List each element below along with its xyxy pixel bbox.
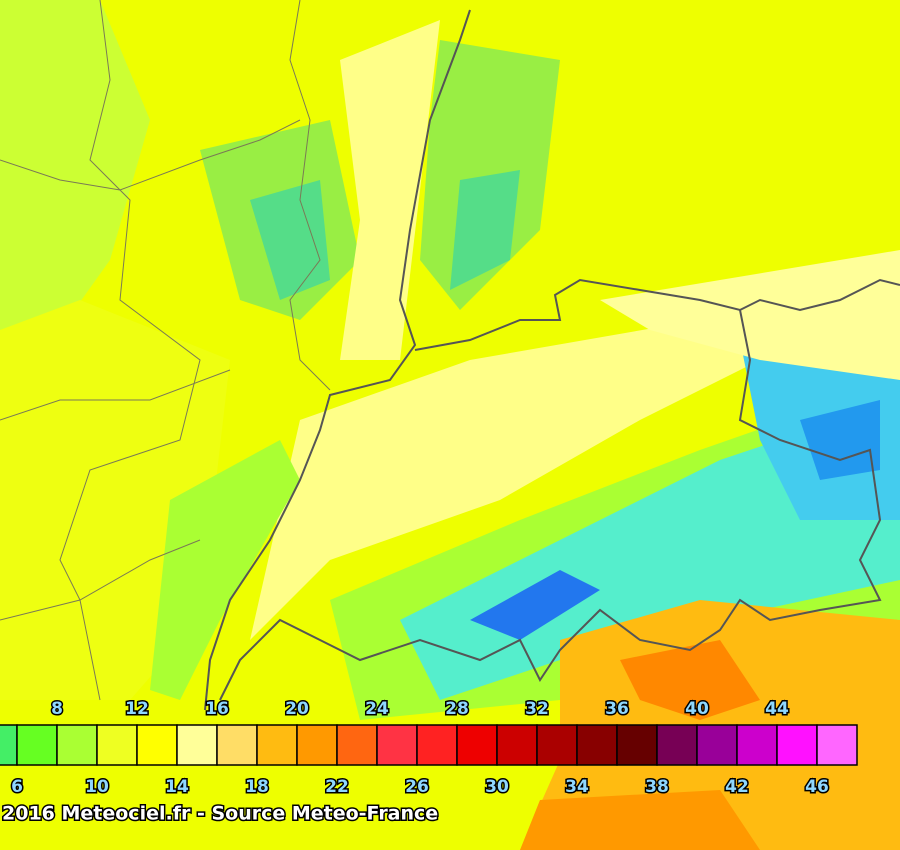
legend-swatch xyxy=(696,724,738,766)
legend-label: 38 xyxy=(645,777,669,797)
legend-label: 14 xyxy=(165,777,189,797)
legend-swatch xyxy=(256,724,298,766)
legend-label: 8 xyxy=(51,699,63,719)
legend-swatch xyxy=(616,724,658,766)
legend-label: 18 xyxy=(245,777,269,797)
legend-swatch xyxy=(776,724,818,766)
legend-swatch xyxy=(656,724,698,766)
legend-label: 34 xyxy=(565,777,589,797)
legend-label: 32 xyxy=(525,699,549,719)
legend-swatch xyxy=(56,724,98,766)
legend-label: 26 xyxy=(405,777,429,797)
legend-swatch xyxy=(336,724,378,766)
legend-swatch xyxy=(136,724,178,766)
legend-swatch xyxy=(496,724,538,766)
legend-swatch xyxy=(536,724,578,766)
legend-swatch xyxy=(376,724,418,766)
footer-credit: 2016 Meteociel.fr - Source Meteo-France xyxy=(2,803,438,825)
legend-label: 22 xyxy=(325,777,349,797)
legend-swatch xyxy=(736,724,778,766)
legend-label: 40 xyxy=(685,699,709,719)
legend-swatch xyxy=(216,724,258,766)
borders xyxy=(0,0,900,711)
legend-label: 6 xyxy=(11,777,23,797)
legend-swatch xyxy=(176,724,218,766)
legend-swatch xyxy=(576,724,618,766)
legend-swatch xyxy=(0,724,18,766)
legend-label: 30 xyxy=(485,777,509,797)
legend-label: 46 xyxy=(805,777,829,797)
legend-swatch xyxy=(456,724,498,766)
legend-swatch xyxy=(416,724,458,766)
legend-label: 12 xyxy=(125,699,149,719)
legend-label: 44 xyxy=(765,699,789,719)
legend-swatch xyxy=(816,724,858,766)
legend-label: 28 xyxy=(445,699,469,719)
legend-label: 36 xyxy=(605,699,629,719)
legend-label: 16 xyxy=(205,699,229,719)
legend-label: 20 xyxy=(285,699,309,719)
legend-swatch xyxy=(296,724,338,766)
legend-label: 42 xyxy=(725,777,749,797)
legend-label: 24 xyxy=(365,699,389,719)
legend-swatch xyxy=(16,724,58,766)
color-legend: 6 8 10 12 14 16 18 20 22 24 26 28 30 32 34 36 38 40 42 44 46 xyxy=(0,698,858,799)
legend-swatch xyxy=(96,724,138,766)
legend-label: 10 xyxy=(85,777,109,797)
